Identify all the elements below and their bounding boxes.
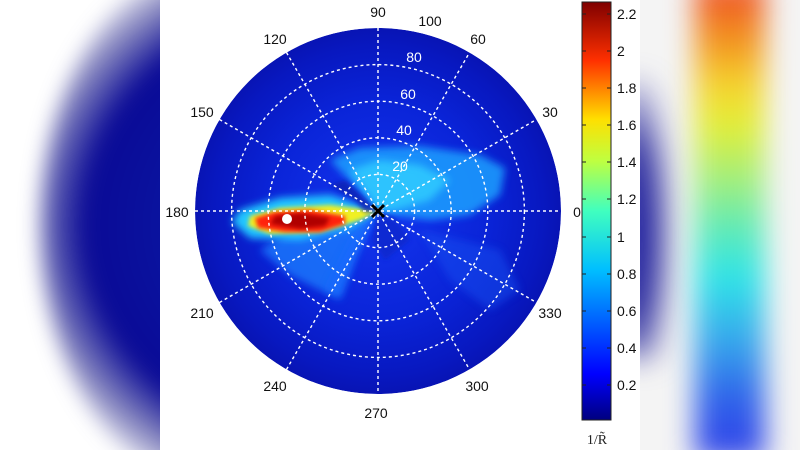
peak-marker-dot [282,214,292,224]
angle-label-300: 300 [465,378,489,394]
angle-label-30: 30 [542,104,558,120]
cb-tick-0.2: 0.2 [617,377,637,393]
cb-tick-2.2: 2.2 [617,6,637,22]
cb-tick-0.4: 0.4 [617,340,637,356]
colorbar-tick-labels: 2.2 2 1.8 1.6 1.4 1.2 1 0.8 0.6 0.4 0.2 [617,6,637,393]
cb-tick-1.2: 1.2 [617,191,637,207]
angle-label-270: 270 [364,405,388,421]
angle-label-120: 120 [263,31,287,47]
cb-tick-0.8: 0.8 [617,266,637,282]
figure: 20 40 60 80 90 100 60 30 0 330 300 270 2… [160,0,640,450]
angle-label-0: 0 [573,204,581,220]
angle-label-90: 90 [370,4,386,20]
blurred-plot-blob [40,0,160,450]
r-label-20: 20 [392,158,408,174]
cb-tick-1.4: 1.4 [617,154,637,170]
center-cross-marker [370,203,386,219]
angle-label-330: 330 [538,305,562,321]
angular-tick-labels: 90 100 60 30 0 330 300 270 240 210 180 1… [165,4,581,421]
blurred-plot-edge [640,80,670,360]
angle-label-150: 150 [190,104,214,120]
colorbar-label: 1/R̃ [587,431,608,448]
r-label-80: 80 [406,49,422,65]
blurred-background-right [640,0,800,450]
colorbar-ticks [582,13,611,386]
r-label-60: 60 [400,86,416,102]
angle-label-60: 60 [470,31,486,47]
polar-heatmap-chart: 20 40 60 80 90 100 60 30 0 330 300 270 2… [165,1,637,448]
cb-tick-0.6: 0.6 [617,303,637,319]
blurred-colorbar [695,0,765,450]
r-label-100: 100 [418,13,442,29]
cb-tick-1.8: 1.8 [617,80,637,96]
cb-tick-2: 2 [617,43,625,59]
colorbar: 2.2 2 1.8 1.6 1.4 1.2 1 0.8 0.6 0.4 0.2 … [581,1,637,448]
angle-label-210: 210 [190,305,214,321]
cb-tick-1.6: 1.6 [617,117,637,133]
radial-tick-labels: 20 40 60 80 [392,49,422,174]
angle-label-180: 180 [165,204,189,220]
cb-tick-1: 1 [617,229,625,245]
angle-label-240: 240 [263,378,287,394]
blurred-background-left [0,0,160,450]
r-label-40: 40 [396,122,412,138]
colorbar-gradient [581,1,612,421]
